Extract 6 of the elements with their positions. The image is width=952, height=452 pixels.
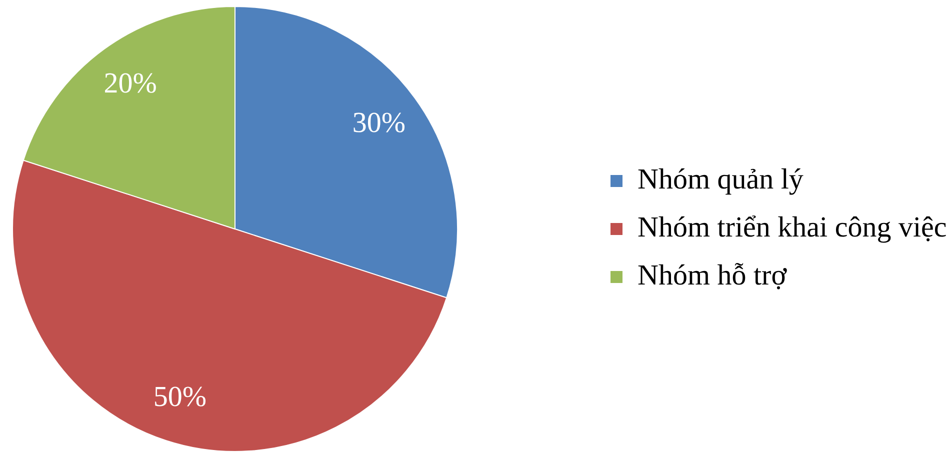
- data-label: 20%: [104, 68, 157, 100]
- legend-label: Nhóm hỗ trợ: [638, 260, 788, 292]
- data-label: 50%: [153, 380, 207, 413]
- legend-label: Nhóm quản lý: [638, 164, 804, 196]
- data-label: 30%: [352, 106, 406, 139]
- legend-label: Nhóm triển khai công việc: [638, 212, 947, 244]
